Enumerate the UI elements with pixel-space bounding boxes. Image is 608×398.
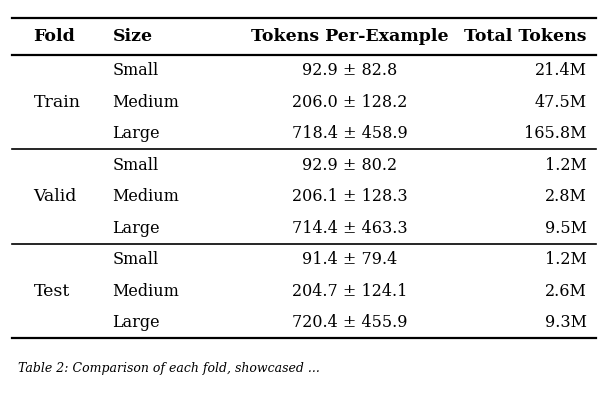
Text: 2.8M: 2.8M [545,188,587,205]
Text: 720.4 ± 455.9: 720.4 ± 455.9 [292,314,407,331]
Text: 718.4 ± 458.9: 718.4 ± 458.9 [292,125,407,142]
Text: 206.1 ± 128.3: 206.1 ± 128.3 [292,188,407,205]
Text: Size: Size [112,28,153,45]
Text: Large: Large [112,220,160,236]
Text: 47.5M: 47.5M [534,94,587,111]
Text: 9.5M: 9.5M [545,220,587,236]
Text: 1.2M: 1.2M [545,251,587,268]
Text: Small: Small [112,156,159,174]
Text: Medium: Medium [112,94,179,111]
Text: 165.8M: 165.8M [524,125,587,142]
Text: 91.4 ± 79.4: 91.4 ± 79.4 [302,251,397,268]
Text: 714.4 ± 463.3: 714.4 ± 463.3 [292,220,407,236]
Text: 1.2M: 1.2M [545,156,587,174]
Text: Valid: Valid [33,188,77,205]
Text: 204.7 ± 124.1: 204.7 ± 124.1 [292,283,407,300]
Text: Small: Small [112,251,159,268]
Text: 21.4M: 21.4M [534,62,587,79]
Text: Fold: Fold [33,28,75,45]
Text: 206.0 ± 128.2: 206.0 ± 128.2 [292,94,407,111]
Text: Table 2: Comparison of each fold, showcased ...: Table 2: Comparison of each fold, showca… [18,362,320,375]
Text: Test: Test [33,283,70,300]
Text: Medium: Medium [112,283,179,300]
Text: 92.9 ± 80.2: 92.9 ± 80.2 [302,156,397,174]
Text: Large: Large [112,125,160,142]
Text: 2.6M: 2.6M [545,283,587,300]
Text: Train: Train [33,94,80,111]
Text: Large: Large [112,314,160,331]
Text: 9.3M: 9.3M [545,314,587,331]
Text: Small: Small [112,62,159,79]
Text: Tokens Per-Example: Tokens Per-Example [250,28,449,45]
Text: 92.9 ± 82.8: 92.9 ± 82.8 [302,62,397,79]
Text: Medium: Medium [112,188,179,205]
Text: Total Tokens: Total Tokens [465,28,587,45]
